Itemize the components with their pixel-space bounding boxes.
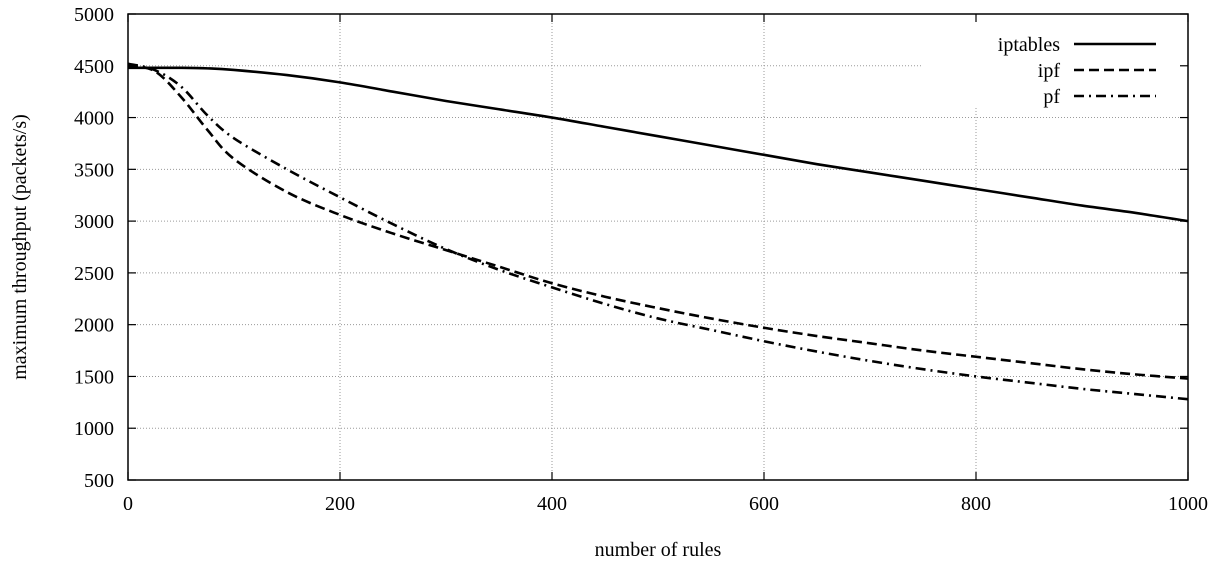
y-tick-label: 2000 — [74, 315, 114, 337]
series-lines — [127, 62, 1189, 401]
x-axis-title: number of rules — [595, 539, 722, 561]
legend-label-ipf: ipf — [1038, 60, 1061, 82]
y-tick-label: 1000 — [74, 418, 114, 440]
y-tick-label: 5000 — [74, 4, 114, 26]
plot-frame — [127, 13, 1189, 481]
y-tick-label: 3000 — [74, 211, 114, 233]
series-line-iptables — [128, 66, 1189, 223]
x-tick-label: 0 — [123, 493, 133, 515]
y-tick-label: 2500 — [74, 263, 114, 285]
grid-lines — [128, 14, 1188, 480]
series-line-pf — [127, 62, 1189, 401]
y-tick-label: 4500 — [74, 56, 114, 78]
x-tick-label: 400 — [537, 493, 567, 515]
x-tick-label: 1000 — [1168, 493, 1208, 515]
legend: iptables ipf pf — [998, 34, 1156, 108]
x-tick-labels: 0 200 400 600 800 1000 — [123, 493, 1208, 515]
y-tick-label: 1500 — [74, 366, 114, 388]
x-tick-label: 600 — [749, 493, 779, 515]
legend-label-iptables: iptables — [998, 34, 1060, 56]
legend-label-pf: pf — [1043, 86, 1060, 108]
series-line-ipf — [127, 64, 1189, 380]
axis-ticks — [127, 13, 1189, 481]
y-tick-label: 500 — [84, 470, 114, 492]
y-axis-title: maximum throughput (packets/s) — [9, 114, 31, 380]
x-tick-label: 800 — [961, 493, 991, 515]
x-tick-label: 200 — [325, 493, 355, 515]
y-tick-label: 4000 — [74, 108, 114, 130]
y-tick-label: 3500 — [74, 159, 114, 181]
y-tick-labels: 500 1000 1500 2000 2500 3000 3500 4000 4500 5000 — [74, 4, 114, 492]
